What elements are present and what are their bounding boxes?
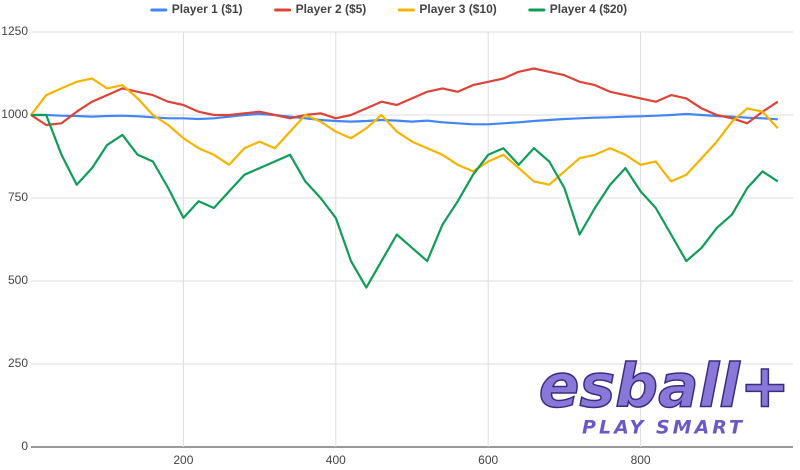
- x-tick-label: 800: [631, 453, 651, 467]
- watermark-brand: esball+: [539, 352, 790, 422]
- legend-label: Player 4 ($20): [550, 2, 627, 16]
- series-line: [31, 113, 779, 289]
- x-tick-label: 400: [326, 453, 346, 467]
- y-tick-label: 750: [8, 190, 28, 204]
- grid: [31, 31, 793, 448]
- x-tick-label: 200: [173, 453, 193, 467]
- y-tick-label: 500: [8, 273, 28, 287]
- x-tick-label: 600: [478, 453, 498, 467]
- watermark-tagline: PLAY SMART: [582, 417, 745, 439]
- y-tick-label: 1000: [1, 107, 28, 121]
- series-line: [30, 77, 779, 186]
- legend-label: Player 3 ($10): [419, 2, 496, 16]
- y-tick-label: 0: [21, 439, 28, 453]
- y-tick-label: 1250: [1, 24, 28, 38]
- series-line: [30, 67, 779, 127]
- legend-label: Player 2 ($5): [296, 2, 367, 16]
- series-line: [31, 112, 778, 126]
- y-tick-label: 250: [8, 356, 28, 370]
- legend-label: Player 1 ($1): [172, 2, 243, 16]
